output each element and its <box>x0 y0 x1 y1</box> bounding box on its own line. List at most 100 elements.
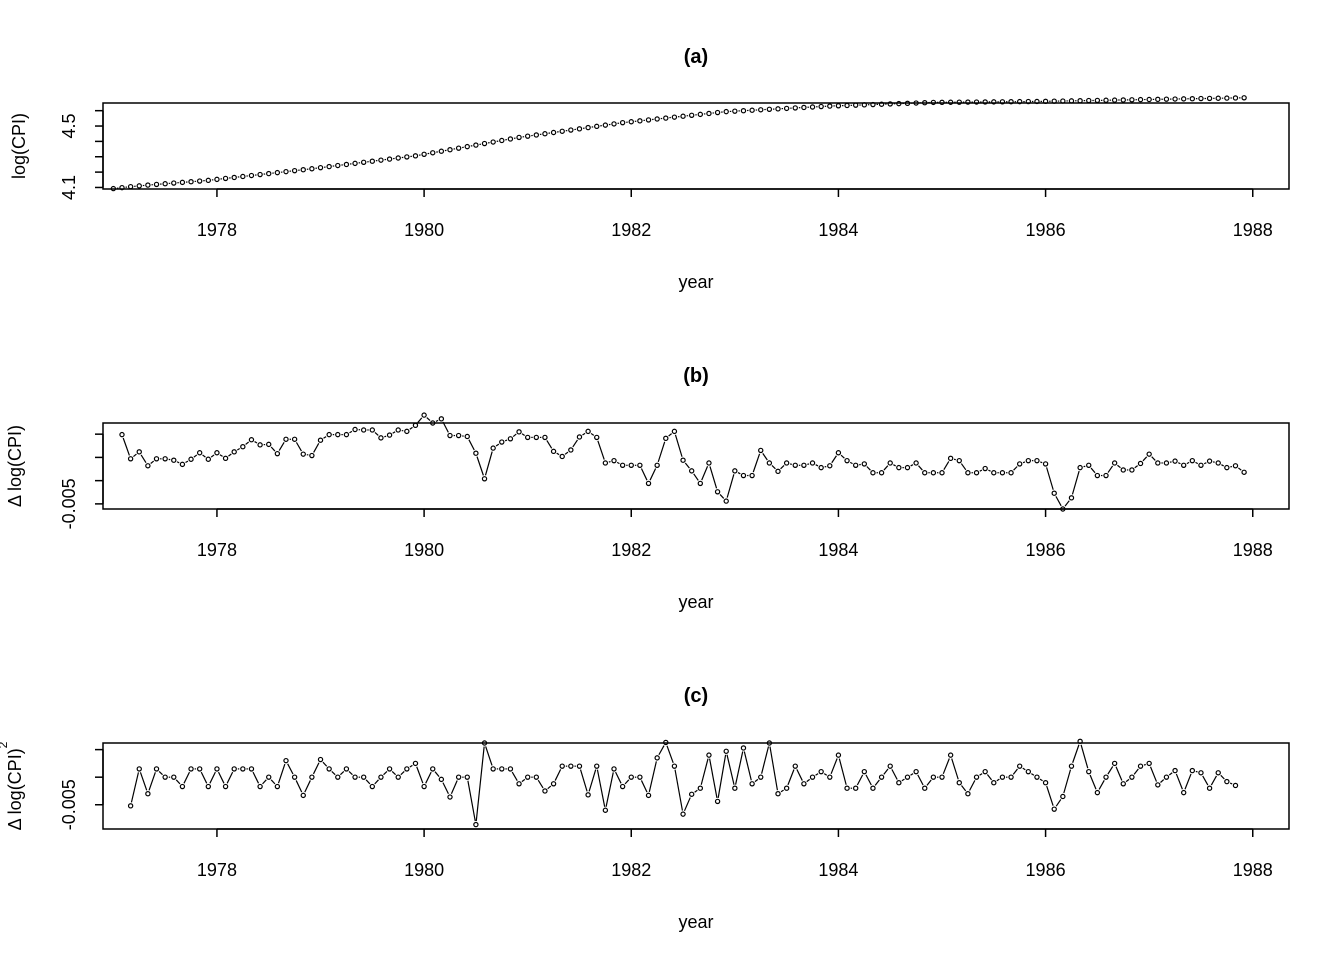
data-point <box>922 470 928 476</box>
data-point <box>1077 98 1083 104</box>
data-point <box>550 129 557 136</box>
series-segment <box>158 770 163 776</box>
data-point <box>473 821 479 828</box>
data-point <box>688 791 695 797</box>
series-segment <box>582 432 586 436</box>
data-point <box>1206 785 1213 791</box>
data-point <box>568 127 574 133</box>
series-segment <box>951 758 959 780</box>
data-point <box>818 768 824 775</box>
series-segment <box>556 452 560 456</box>
series-segment <box>917 774 924 786</box>
data-point <box>179 179 186 186</box>
data-point <box>775 791 781 797</box>
series-segment <box>761 746 770 774</box>
data-point <box>326 163 332 170</box>
plot-area: 1978 1980 1982 1984 1986 1988 -0.005 <box>59 738 1290 880</box>
series-segment <box>495 443 500 447</box>
data-point <box>576 434 583 440</box>
series-segment <box>1175 773 1183 790</box>
data-point <box>991 99 997 105</box>
series-segment <box>754 778 759 783</box>
data-point <box>611 766 617 772</box>
data-point <box>196 178 203 184</box>
data-point <box>1137 460 1144 467</box>
data-point <box>861 768 868 775</box>
x-tick-label: 1984 <box>818 860 858 880</box>
data-point <box>214 176 220 183</box>
x-tick-label: 1986 <box>1026 220 1066 240</box>
series-segment <box>988 469 991 472</box>
series-segment <box>270 446 276 452</box>
series-segment <box>521 433 525 436</box>
series-segment <box>1046 467 1054 490</box>
series-segment <box>409 764 413 768</box>
data-point <box>801 781 807 787</box>
series-segment <box>684 462 690 469</box>
series-segment <box>769 746 778 791</box>
data-point <box>524 133 531 139</box>
series-segment <box>737 472 741 475</box>
data-point <box>274 169 281 176</box>
data-point <box>343 431 350 438</box>
series-segment <box>262 779 267 785</box>
data-point <box>1137 763 1144 769</box>
data-point <box>835 752 842 758</box>
x-tick-label: 1988 <box>1233 860 1273 880</box>
data-point <box>723 108 729 115</box>
data-point <box>723 498 729 504</box>
data-point <box>1111 97 1118 103</box>
series-segment <box>1063 769 1072 794</box>
series-segment <box>796 769 803 781</box>
data-point <box>1103 774 1109 780</box>
data-point <box>973 774 980 780</box>
x-tick-label: 1980 <box>404 860 444 880</box>
data-point <box>326 431 332 438</box>
y-tick-label: 4.5 <box>59 114 79 139</box>
series-segment <box>277 763 286 784</box>
data-point <box>507 436 514 442</box>
data-point <box>671 428 678 435</box>
series-segment <box>700 758 709 785</box>
data-point <box>352 160 358 167</box>
series-segment <box>658 745 665 756</box>
data-point <box>1025 98 1032 105</box>
data-point <box>688 112 695 119</box>
data-point <box>1198 462 1204 469</box>
data-point <box>671 114 678 120</box>
data-point <box>438 776 445 783</box>
data-point <box>1189 767 1196 774</box>
data-point <box>309 452 315 459</box>
data-point <box>110 185 117 192</box>
data-point <box>516 429 522 435</box>
series-segment <box>683 797 691 812</box>
series-segment <box>596 769 606 807</box>
data-point <box>1008 774 1014 780</box>
series-segment <box>1203 462 1207 465</box>
data-point <box>749 472 755 479</box>
series-segment <box>183 771 191 784</box>
data-point <box>887 763 893 769</box>
data-point <box>844 785 850 791</box>
series-segment <box>849 461 853 465</box>
data-point <box>369 158 376 164</box>
series-segment <box>986 774 993 781</box>
series-segment <box>865 774 872 786</box>
series-segment <box>133 453 137 457</box>
series-segment <box>838 758 847 785</box>
series-segment <box>1031 773 1035 776</box>
series-segment <box>830 758 838 775</box>
data-point <box>438 416 445 422</box>
series-segment <box>648 761 657 792</box>
series-segment <box>200 771 208 784</box>
series-segment <box>409 426 413 430</box>
series-segment <box>1202 775 1209 786</box>
data-point <box>360 427 367 433</box>
data-point <box>404 428 410 435</box>
data-point <box>1189 457 1196 464</box>
series-segment <box>1022 461 1026 464</box>
data-point <box>171 180 177 186</box>
data-point <box>732 468 738 474</box>
data-point <box>973 99 980 105</box>
data-point <box>473 450 479 456</box>
